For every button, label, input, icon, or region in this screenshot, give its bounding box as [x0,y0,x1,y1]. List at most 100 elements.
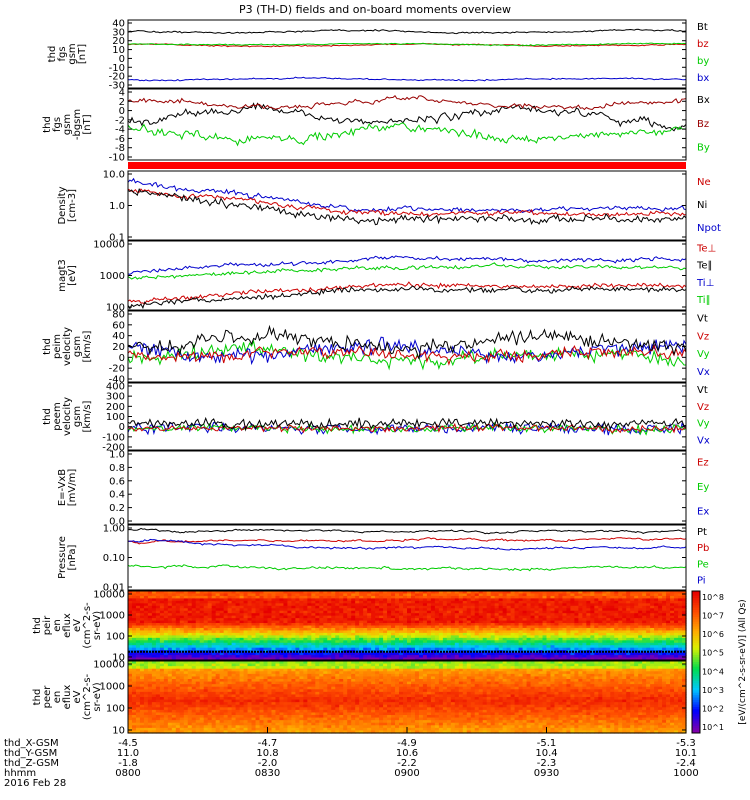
spectrogram-cell [267,618,273,622]
spectrogram-cell [275,598,281,602]
spectrogram-cell [207,613,213,617]
spectrogram-cell [446,595,452,599]
spectrogram-cell [235,652,241,656]
spectrogram-cell [498,627,504,632]
spectrogram-cell [391,623,396,627]
spectrogram-cell [303,605,308,609]
spectrogram-cell [359,595,364,599]
spectrogram-cell [351,642,356,646]
spectrogram-cell [311,613,316,617]
spectrogram-cell [530,627,536,632]
spectrogram-cell [311,635,316,639]
spectrogram-cell [267,595,273,599]
spectrogram-cell [355,620,360,624]
spectrogram-cell [355,591,360,595]
spectrogram-cell [179,608,185,612]
spectrogram-cell [147,635,153,639]
spectrogram-cell [151,635,157,639]
spectrogram-cell [395,635,400,639]
spectrogram-cell [263,632,269,636]
spectrogram-cell [231,647,237,651]
spectrogram-cell [307,593,312,597]
spectrogram-cell [243,610,249,614]
spectrogram-cell [239,630,245,634]
spectrogram-cell [291,610,296,614]
spectrogram-cell [498,620,504,624]
spectrogram-cell [414,591,420,595]
y-tick-label: 0.0 [109,517,125,528]
spectrogram-cell [247,605,253,609]
spectrogram-cell [255,591,261,595]
spectrogram-cell [339,627,344,632]
spectrogram-cell [163,650,169,654]
spectrogram-cell [367,620,372,624]
spectrogram-cell [179,627,185,632]
spectrogram-cell [243,618,249,622]
spectrogram-cell [343,635,348,639]
spectrogram-cell [315,625,320,629]
spectrogram-cell [247,652,253,656]
spectrogram-cell [430,610,436,614]
axis-label: -bgsm [72,109,83,140]
spectrogram-cell [243,635,249,639]
spectrogram-cell [399,623,404,627]
spectrogram-cell [494,623,500,627]
spectrogram-cell [143,647,149,651]
spectrogram-cell [494,655,500,659]
spectrogram-cell [171,645,177,649]
spectrogram-cell [259,640,265,644]
spectrogram-cell [331,642,336,646]
spectrogram-cell [283,647,289,651]
spectrogram-cell [462,593,468,597]
spectrogram-cell [458,613,464,617]
spectrogram-cell [139,613,145,617]
spectrogram-cell [219,600,225,604]
legend-entry: Ne [697,177,711,188]
spectrogram-cell [259,618,265,622]
spectrogram-cell [387,655,392,659]
spectrogram-cell [128,647,133,651]
spectrogram-cell [418,635,424,639]
spectrogram-cell [231,603,237,607]
spectrogram-cell [327,655,332,659]
spectrogram-cell [347,630,352,634]
spectrogram-cell [343,613,348,617]
spectrogram-cell [347,635,352,639]
spectrogram-cell [478,600,484,604]
spectrogram-cell [207,610,213,614]
spectrogram-cell [522,598,528,602]
spectrogram-cell [426,627,432,632]
spectrogram-cell [291,623,296,627]
spectrogram-cell [299,623,304,627]
series-line [127,421,687,436]
spectrogram-cell [251,618,257,622]
spectrogram-cell [375,632,380,636]
spectrogram-cell [434,615,440,619]
spectrogram-cell [458,593,464,597]
spectrogram-cell [175,655,181,659]
spectrogram-cell [387,625,392,629]
spectrogram-cell [367,608,372,612]
spectrogram-cell [426,615,432,619]
spectrogram-cell [490,635,496,639]
spectrogram-cell [387,645,392,649]
spectrogram-cell [239,650,245,654]
spectrogram-cell [375,610,380,614]
spectrogram-cell [418,640,424,644]
spectrogram-cell [522,645,528,649]
spectrogram-cell [335,655,340,659]
spectrogram-cell [498,600,504,604]
spectrogram-cell [486,615,492,619]
spectrogram-cell [195,625,201,629]
spectrogram-cell [343,640,348,644]
spectrogram-cell [506,642,512,646]
spectrogram-cell [363,618,368,622]
spectrogram-cell [227,618,233,622]
spectrogram-cell [159,605,165,609]
spectrogram-cell [175,620,181,624]
spectrogram-cell [418,623,424,627]
spectrogram-cell [410,608,416,612]
y-tick-label: 1000 [100,611,125,622]
spectrogram-cell [478,625,484,629]
spectrogram-cell [147,642,153,646]
